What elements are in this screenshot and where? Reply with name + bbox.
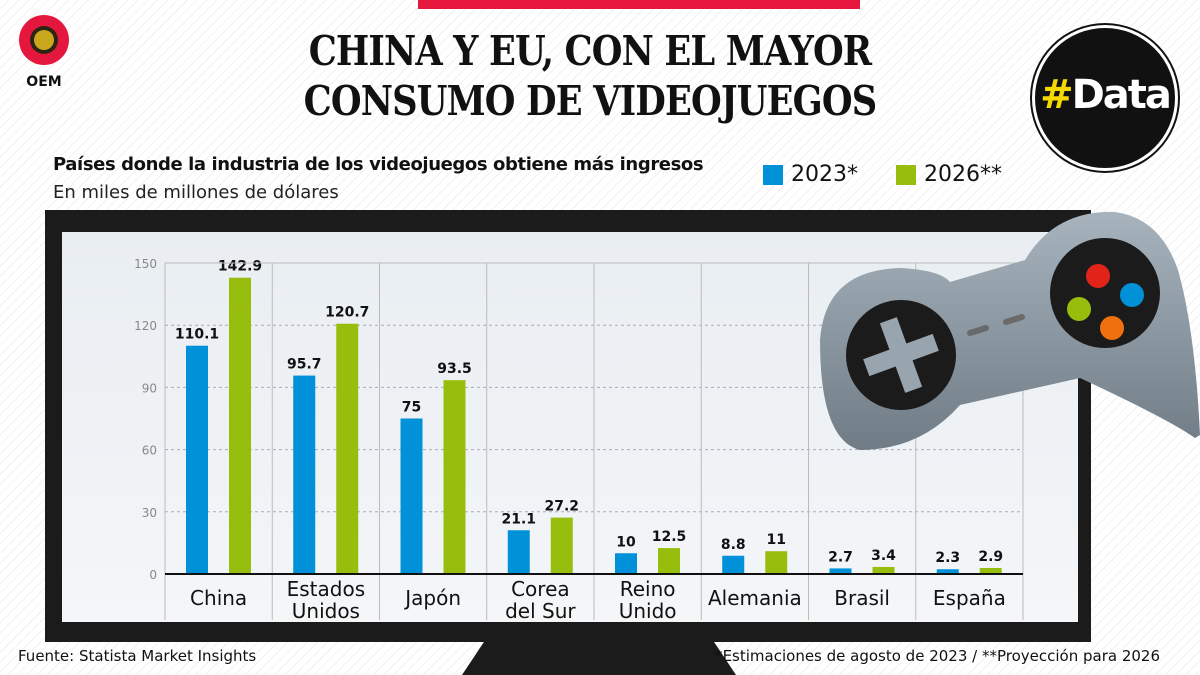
bar-2026 <box>658 548 680 574</box>
oem-logo: OEM <box>19 15 69 90</box>
bar-2023 <box>507 530 530 574</box>
x-tick-label: Estados <box>287 577 366 601</box>
page-title: CHINA Y EU, CON EL MAYOR CONSUMO DE VIDEO… <box>303 27 878 125</box>
data-label: 2.9 <box>978 549 1003 565</box>
data-label: 93.5 <box>437 361 472 377</box>
data-label: 120.7 <box>325 305 369 321</box>
x-tick-label: Reino <box>620 577 676 601</box>
data-label: 3.4 <box>871 548 896 564</box>
x-tick-label: Unidos <box>292 599 360 623</box>
data-label: 95.7 <box>287 357 322 373</box>
x-tick-label: Unido <box>619 599 677 623</box>
bar-2026 <box>443 380 466 574</box>
x-tick-label: China <box>190 586 247 610</box>
y-tick-label: 120 <box>134 319 157 333</box>
bar-2023 <box>293 375 316 574</box>
data-label: 12.5 <box>652 529 687 545</box>
x-tick-label: del Sur <box>505 599 576 623</box>
data-label: 27.2 <box>544 499 579 515</box>
data-label: 8.8 <box>721 537 746 553</box>
monitor-stand <box>462 642 736 675</box>
y-tick-label: 90 <box>142 381 157 395</box>
data-label: 2.7 <box>828 549 853 565</box>
bar-2023 <box>400 418 423 574</box>
chart-subtitle: En miles de millones de dólares <box>53 182 339 203</box>
bar-2023 <box>936 569 959 574</box>
x-tick-label: Alemania <box>708 586 802 610</box>
x-tick-label: España <box>933 586 1006 610</box>
bar-2023 <box>829 568 852 574</box>
x-tick-label: Brasil <box>834 586 890 610</box>
data-badge: #Data <box>1032 25 1178 171</box>
data-label: 142.9 <box>218 259 262 275</box>
chart-title: Países donde la industria de los videoju… <box>53 154 704 175</box>
y-tick-label: 60 <box>142 444 157 458</box>
accent-bar <box>418 0 860 9</box>
bar-2023 <box>615 553 637 574</box>
svg-text:OEM: OEM <box>26 74 61 90</box>
gamepad-icon <box>820 211 1200 450</box>
bar-2026 <box>872 566 895 574</box>
bar-2026 <box>979 567 1002 574</box>
y-tick-label: 0 <box>149 568 157 582</box>
bar-2026 <box>229 277 251 574</box>
y-tick-label: 150 <box>134 257 157 271</box>
legend-2026: 2026** <box>896 162 1002 187</box>
data-label: 10 <box>616 534 636 550</box>
data-label: 75 <box>402 400 421 416</box>
y-tick-label: 30 <box>142 506 157 520</box>
bar-2023 <box>722 555 745 574</box>
bar-2026 <box>336 323 359 574</box>
data-label: 110.1 <box>175 327 219 343</box>
bar-2026 <box>765 551 788 574</box>
footnotes: *Estimaciones de agosto de 2023 / **Proy… <box>715 647 1160 665</box>
x-tick-label: Japón <box>403 586 461 610</box>
data-label: 21.1 <box>501 511 536 527</box>
source-note: Fuente: Statista Market Insights <box>18 647 257 665</box>
bar-2026 <box>550 517 573 574</box>
bar-2023 <box>186 345 208 574</box>
data-label: 11 <box>767 532 786 548</box>
x-tick-label: Corea <box>511 577 570 601</box>
legend-2023: 2023* <box>763 162 858 187</box>
data-label: 2.3 <box>935 550 960 566</box>
